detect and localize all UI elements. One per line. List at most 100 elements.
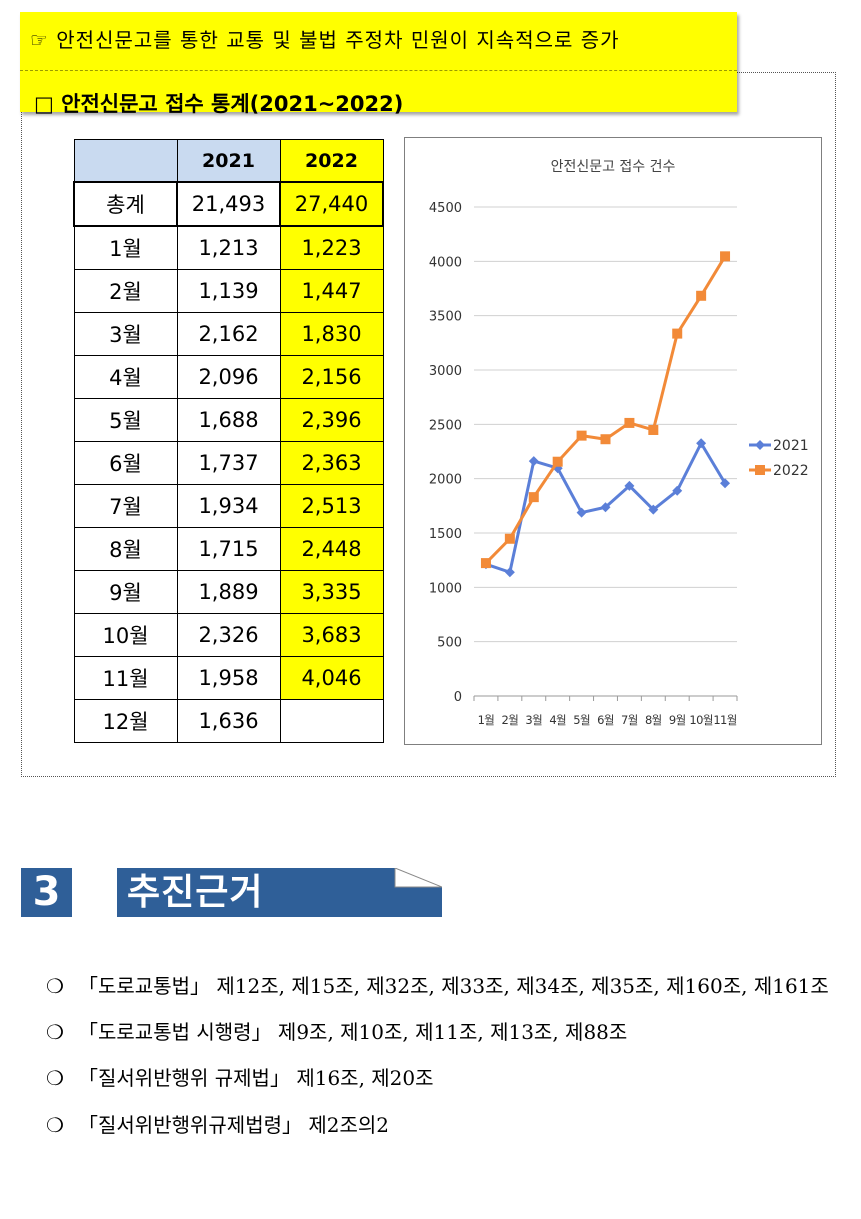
table-row: 8월 1,715 2,448 (73, 527, 384, 571)
table-total-row: 총계 21,493 27,440 (73, 181, 384, 227)
header-year-2021: 2021 (176, 139, 281, 183)
value-2022-cell: 1,223 (279, 225, 384, 270)
table-row: 2월 1,139 1,447 (73, 269, 384, 313)
y-tick-label: 1500 (429, 527, 462, 542)
data-point-2021 (624, 480, 635, 491)
legal-basis-text: 「도로교통법」 제12조, 제15조, 제32조, 제33조, 제34조, 제3… (78, 974, 829, 998)
table-row: 3월 2,162 1,830 (73, 312, 384, 356)
legal-basis-item: ❍ 「도로교통법」 제12조, 제15조, 제32조, 제33조, 제34조, 제… (46, 970, 829, 999)
data-point-2022 (600, 434, 611, 445)
data-point-2022 (648, 424, 659, 435)
value-2022-cell: 2,396 (279, 398, 384, 442)
x-tick-label: 9월 (669, 713, 686, 727)
value-2022-cell: 4,046 (279, 656, 384, 700)
value-2021-cell: 1,737 (176, 441, 281, 485)
month-label-cell: 3월 (73, 312, 178, 356)
legal-basis-text: 「도로교통법 시행령」 제9조, 제10조, 제11조, 제13조, 제88조 (78, 1020, 628, 1044)
value-2022-cell: 27,440 (279, 181, 384, 227)
legend-marker-2022 (755, 465, 765, 475)
series-line-2022 (484, 255, 727, 565)
value-2021-cell: 2,326 (176, 613, 281, 657)
month-label-cell: 총계 (73, 181, 178, 227)
y-tick-label: 500 (437, 636, 462, 651)
table-row: 4월 2,096 2,156 (73, 355, 384, 399)
legal-basis-item: ❍ 「질서위반행위규제법령」 제2조의2 (46, 1109, 389, 1138)
data-point-2021 (696, 438, 707, 449)
value-2021-cell: 2,096 (176, 355, 281, 399)
data-point-2022 (528, 492, 539, 503)
data-point-2022 (480, 558, 491, 569)
value-2022-cell: 1,447 (279, 269, 384, 313)
data-point-2021 (672, 485, 683, 496)
data-point-2021 (648, 504, 659, 515)
header-year-2022: 2022 (279, 139, 384, 183)
month-label-cell: 4월 (73, 355, 178, 399)
month-label-cell: 10월 (73, 613, 178, 657)
value-2021-cell: 1,958 (176, 656, 281, 700)
section-number: 3 (21, 868, 72, 917)
legal-basis-text: 「질서위반행위규제법령」 제2조의2 (78, 1113, 390, 1137)
data-point-2021 (528, 456, 539, 467)
data-point-2022 (720, 251, 731, 262)
y-tick-label: 1000 (429, 581, 462, 596)
data-point-2022 (672, 328, 683, 339)
y-tick-label: 4500 (429, 201, 462, 216)
table-row: 12월 1,636 (73, 699, 384, 743)
x-tick-label: 2월 (502, 713, 519, 727)
data-point-2021 (720, 478, 731, 489)
value-2022-cell: 3,683 (279, 613, 384, 657)
value-2022-cell (279, 699, 384, 743)
circle-bullet-icon: ❍ (46, 1066, 64, 1090)
table-row: 10월 2,326 3,683 (73, 613, 384, 657)
x-tick-label: 4월 (549, 713, 566, 727)
stats-table: 2021 2022 총계 21,493 27,440 1월 1,213 1,223 2월 1,13… (73, 139, 384, 743)
x-tick-label: 10월 (689, 713, 712, 727)
legal-basis-text: 「질서위반행위 규제법」 제16조, 제20조 (78, 1066, 434, 1090)
table-row: 1월 1,213 1,223 (73, 225, 384, 270)
section-title-box (117, 868, 442, 917)
month-label-cell: 6월 (73, 441, 178, 485)
section-title: 추진근거 (127, 872, 264, 913)
highlight-banner: ☞ 안전신문고를 통한 교통 및 불법 주정차 민원이 지속적으로 증가 □ 안… (20, 12, 737, 116)
legal-basis-item: ❍ 「질서위반행위 규제법」 제16조, 제20조 (46, 1062, 434, 1091)
y-tick-label: 2500 (429, 418, 462, 433)
y-tick-label: 3500 (429, 310, 462, 325)
x-tick-label: 6월 (597, 713, 614, 727)
section-title-shape (117, 868, 442, 917)
table-row: 5월 1,688 2,396 (73, 398, 384, 442)
value-2022-cell: 3,335 (279, 570, 384, 614)
month-label-cell: 1월 (73, 225, 178, 270)
y-tick-label: 3000 (429, 364, 462, 379)
table-row: 11월 1,958 4,046 (73, 656, 384, 700)
x-tick-label: 8월 (645, 713, 662, 727)
data-point-2021 (600, 502, 611, 513)
value-2021-cell: 1,636 (176, 699, 281, 743)
legal-basis-item: ❍ 「도로교통법 시행령」 제9조, 제10조, 제11조, 제13조, 제88조 (46, 1016, 627, 1045)
data-point-2022 (696, 290, 707, 301)
x-tick-label: 11월 (713, 713, 736, 727)
value-2021-cell: 1,688 (176, 398, 281, 442)
table-row: 7월 1,934 2,513 (73, 484, 384, 528)
value-2021-cell: 2,162 (176, 312, 281, 356)
month-label-cell: 11월 (73, 656, 178, 700)
value-2021-cell: 1,213 (176, 225, 281, 270)
banner-divider (20, 70, 737, 71)
month-label-cell: 5월 (73, 398, 178, 442)
value-2021-cell: 1,139 (176, 269, 281, 313)
data-point-2022 (576, 430, 587, 441)
value-2022-cell: 2,363 (279, 441, 384, 485)
table-row: 6월 1,737 2,363 (73, 441, 384, 485)
legend-label: 2022 (773, 463, 809, 479)
table-row: 9월 1,889 3,335 (73, 570, 384, 614)
circle-bullet-icon: ❍ (46, 1113, 64, 1137)
value-2021-cell: 1,715 (176, 527, 281, 571)
month-label-cell: 12월 (73, 699, 178, 743)
chart-title: 안전신문고 접수 건수 (551, 159, 676, 175)
x-tick-label: 5월 (573, 713, 590, 727)
data-point-2022 (624, 417, 635, 428)
x-tick-label: 7월 (621, 713, 638, 727)
line-chart: 안전신문고 접수 건수 0 500 1000 1500 2000 2500 3000 3500 4… (404, 137, 822, 745)
value-2022-cell: 2,156 (279, 355, 384, 399)
x-tick-label: 3월 (525, 713, 542, 727)
header-corner-cell (73, 139, 178, 183)
